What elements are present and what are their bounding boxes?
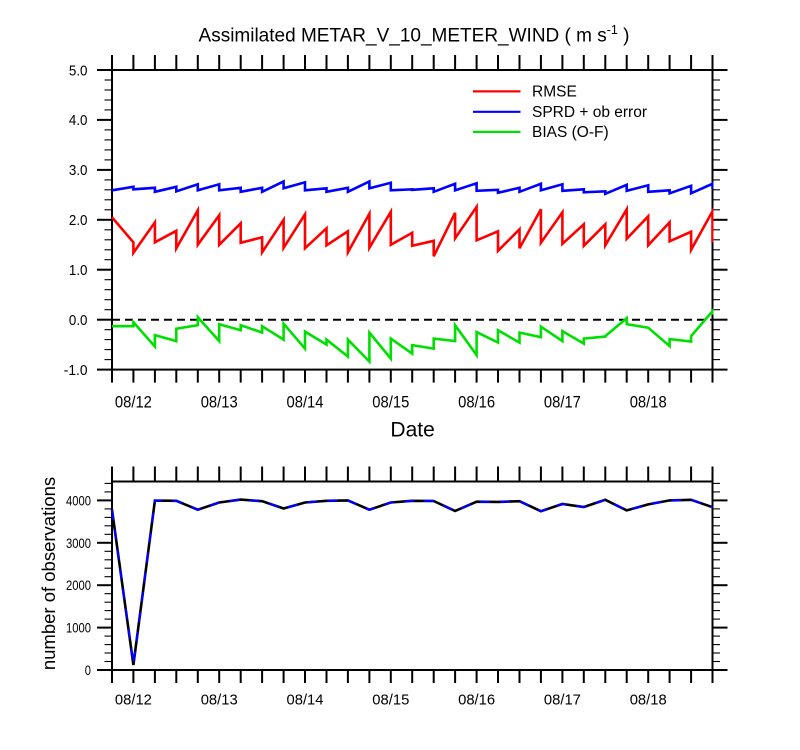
svg-text:1.0: 1.0 [69,262,88,279]
svg-text:0.0: 0.0 [69,312,88,329]
svg-text:08/17: 08/17 [544,692,581,709]
svg-text:08/15: 08/15 [372,394,409,412]
svg-text:SPRD + ob error: SPRD + ob error [532,104,647,121]
svg-text:RMSE: RMSE [532,84,577,101]
svg-text:1000: 1000 [66,620,91,636]
svg-text:3000: 3000 [66,535,91,551]
svg-text:08/13: 08/13 [201,692,238,709]
svg-text:5.0: 5.0 [69,62,88,79]
svg-text:0: 0 [85,662,91,678]
svg-text:08/14: 08/14 [287,692,324,709]
svg-text:08/18: 08/18 [630,692,667,709]
svg-text:08/15: 08/15 [372,692,409,709]
svg-text:08/13: 08/13 [201,394,238,412]
svg-text:08/18: 08/18 [630,394,667,412]
svg-text:-1.0: -1.0 [64,362,88,379]
svg-text:08/17: 08/17 [544,394,581,412]
svg-text:08/14: 08/14 [287,394,324,412]
svg-text:08/12: 08/12 [115,692,152,709]
svg-text:Date: Date [390,419,434,442]
svg-text:4000: 4000 [66,492,91,508]
svg-text:number of observations: number of observations [38,477,59,670]
svg-text:2000: 2000 [66,577,91,593]
svg-text:3.0: 3.0 [69,162,88,179]
svg-text:08/16: 08/16 [458,692,495,709]
svg-text:4.0: 4.0 [69,112,88,129]
svg-text:BIAS (O-F): BIAS (O-F) [532,124,609,141]
svg-text:08/16: 08/16 [458,394,495,412]
svg-text:Assimilated METAR_V_10_METER_W: Assimilated METAR_V_10_METER_WIND ( m s-… [199,23,630,47]
svg-text:08/12: 08/12 [115,394,152,412]
svg-text:2.0: 2.0 [69,212,88,229]
